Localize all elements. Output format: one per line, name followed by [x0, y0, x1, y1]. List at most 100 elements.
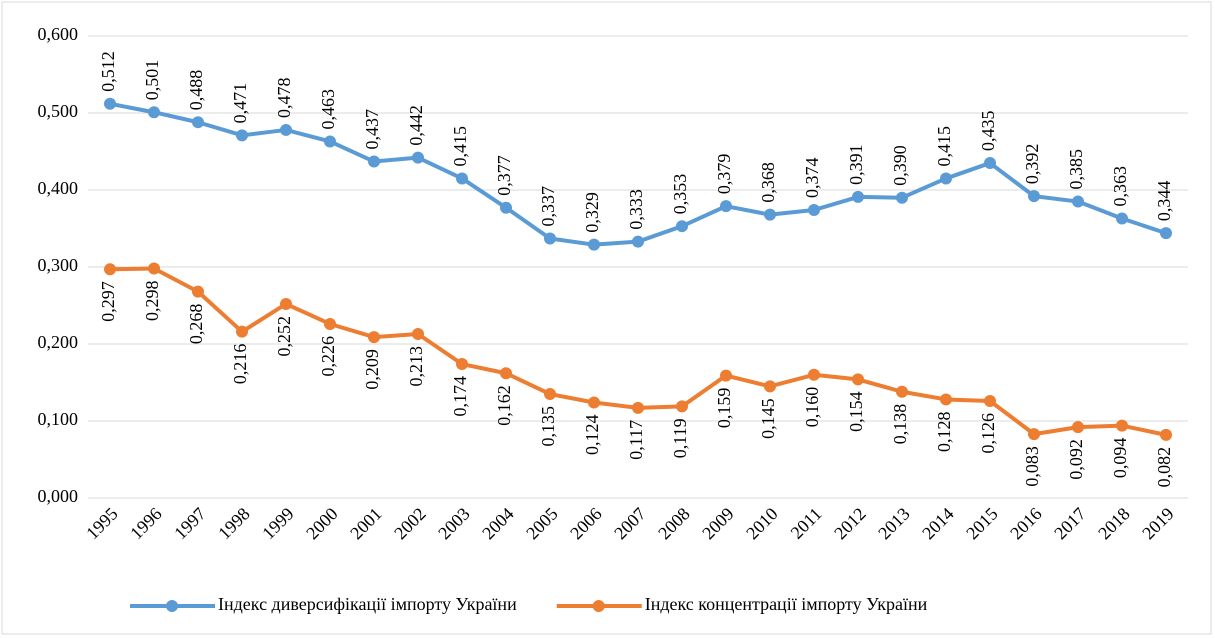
data-label: 0,117 [626, 420, 646, 460]
data-label: 0,333 [626, 189, 646, 230]
point [896, 191, 908, 204]
point [852, 373, 864, 386]
data-label: 0,298 [142, 281, 162, 322]
point [104, 263, 116, 276]
point [1028, 190, 1040, 203]
point [324, 135, 336, 148]
point [676, 220, 688, 233]
data-label: 0,390 [890, 145, 910, 186]
data-label: 0,385 [1066, 149, 1086, 190]
data-label: 0,344 [1154, 181, 1174, 222]
point [1160, 227, 1172, 240]
point [324, 317, 336, 330]
y-tick-label: 0,200 [38, 332, 79, 352]
data-label: 0,437 [362, 109, 382, 150]
data-label: 0,268 [186, 304, 206, 345]
point [720, 200, 732, 213]
data-label: 0,471 [230, 83, 250, 124]
data-label: 0,415 [934, 126, 954, 167]
point [280, 297, 292, 310]
point [808, 368, 820, 381]
legend-label: Індекс концентрації імпорту України [645, 594, 928, 614]
data-label: 0,442 [406, 105, 426, 146]
data-label: 0,082 [1154, 447, 1174, 488]
data-label: 0,329 [582, 192, 602, 233]
point [148, 262, 160, 275]
data-label: 0,392 [1022, 144, 1042, 185]
point [500, 367, 512, 380]
y-tick-label: 0,500 [38, 101, 79, 121]
data-label: 0,124 [582, 415, 602, 456]
point [544, 388, 556, 401]
point [940, 172, 952, 185]
legend-marker [166, 600, 178, 612]
point [676, 400, 688, 413]
data-label: 0,216 [230, 344, 250, 385]
legend-marker [592, 600, 605, 612]
data-label: 0,094 [1110, 438, 1130, 479]
point [588, 396, 600, 409]
point [412, 327, 424, 340]
point [456, 358, 468, 371]
data-label: 0,209 [362, 349, 382, 390]
point [500, 201, 512, 214]
data-label: 0,353 [670, 174, 690, 215]
data-label: 0,083 [1022, 446, 1042, 487]
data-label: 0,162 [494, 385, 514, 426]
data-label: 0,374 [802, 158, 822, 199]
y-tick-label: 0,600 [38, 24, 79, 44]
data-label: 0,174 [450, 376, 470, 417]
point [236, 129, 248, 142]
data-label: 0,159 [714, 388, 734, 429]
point [764, 208, 776, 221]
point [984, 157, 996, 170]
point [720, 369, 732, 382]
data-label: 0,138 [890, 404, 910, 445]
data-label: 0,145 [758, 398, 778, 439]
data-label: 0,226 [318, 336, 338, 377]
data-label: 0,160 [802, 387, 822, 428]
point [852, 190, 864, 203]
point [456, 172, 468, 185]
data-label: 0,478 [274, 77, 294, 118]
data-label: 0,119 [670, 418, 690, 458]
data-label: 0,368 [758, 162, 778, 203]
point [280, 123, 292, 136]
point [1116, 419, 1128, 432]
data-label: 0,154 [846, 391, 866, 432]
data-label: 0,488 [186, 70, 206, 111]
data-label: 0,252 [274, 316, 294, 357]
data-label: 0,391 [846, 144, 866, 185]
point [764, 380, 776, 393]
data-label: 0,463 [318, 89, 338, 130]
point [192, 116, 204, 129]
data-label: 0,377 [494, 155, 514, 196]
point [368, 155, 380, 168]
data-label: 0,435 [978, 111, 998, 152]
point [148, 106, 160, 119]
point [808, 204, 820, 217]
point [1160, 428, 1172, 441]
data-label: 0,092 [1066, 439, 1086, 480]
point [1116, 212, 1128, 225]
y-tick-label: 0,300 [38, 255, 79, 275]
y-tick-label: 0,000 [38, 486, 79, 506]
data-label: 0,213 [406, 346, 426, 387]
point [236, 325, 248, 338]
point [896, 385, 908, 398]
data-label: 0,337 [538, 186, 558, 227]
point [368, 331, 380, 344]
point [632, 401, 644, 414]
point [544, 232, 556, 245]
point [940, 393, 952, 406]
legend-label: Індекс диверсифікації імпорту України [218, 594, 517, 614]
point [984, 394, 996, 407]
data-label: 0,135 [538, 406, 558, 447]
data-label: 0,415 [450, 126, 470, 167]
y-tick-label: 0,100 [38, 409, 79, 429]
y-tick-label: 0,400 [38, 178, 79, 198]
point [1028, 428, 1040, 441]
data-label: 0,126 [978, 413, 998, 454]
